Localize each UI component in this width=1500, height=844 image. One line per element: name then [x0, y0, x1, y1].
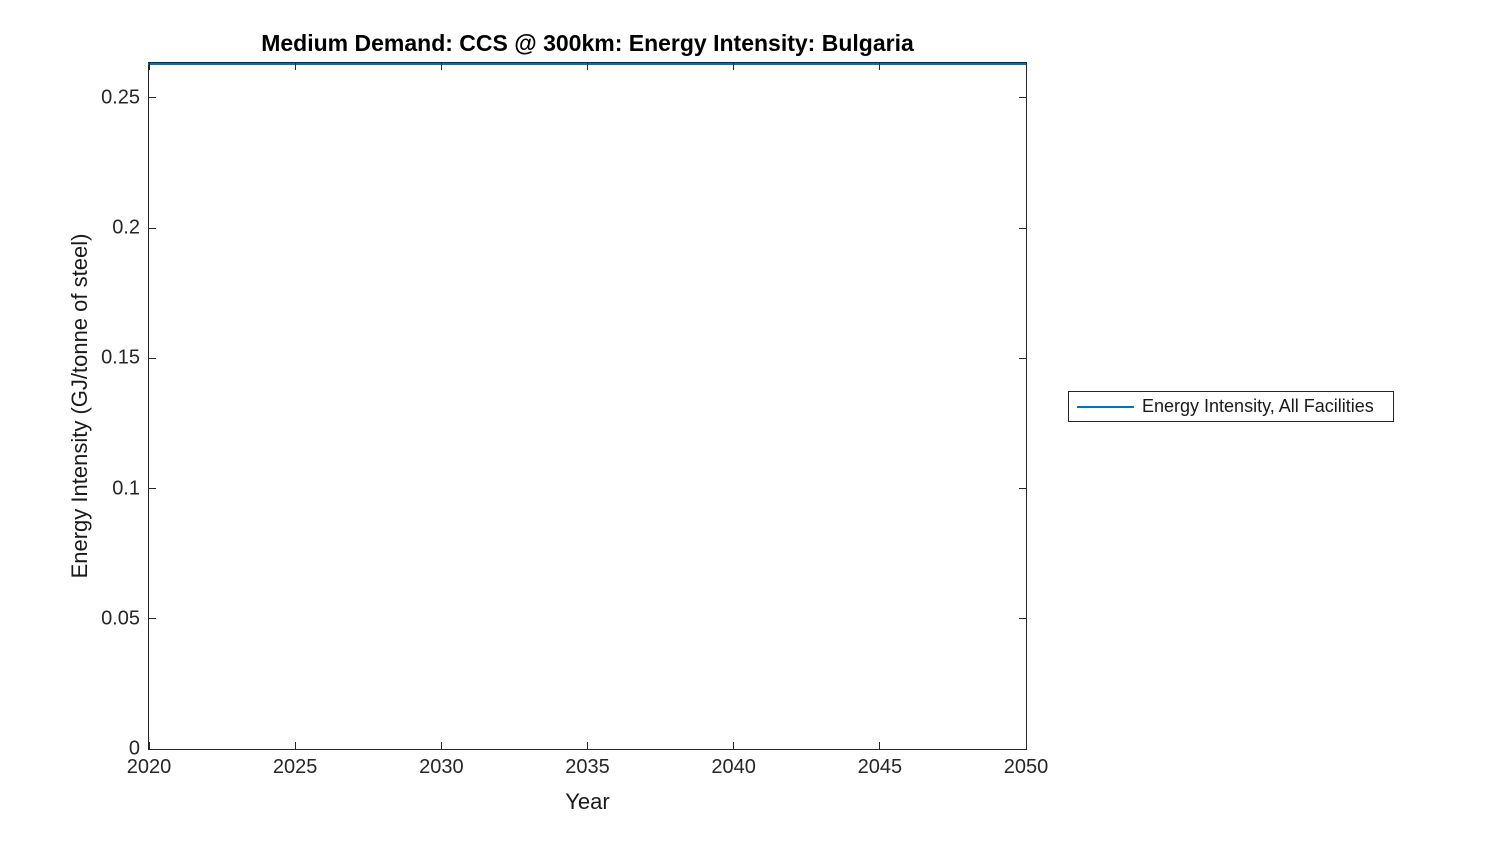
y-tick-label: 0.1 — [112, 477, 140, 500]
x-tick-mark-top — [587, 63, 588, 70]
chart-title: Medium Demand: CCS @ 300km: Energy Inten… — [261, 30, 914, 56]
x-axis-label: Year — [565, 789, 610, 814]
x-tick-mark — [879, 742, 881, 749]
y-axis-label: Energy Intensity (GJ/tonne of steel) — [67, 233, 92, 579]
y-tick-mark — [149, 227, 156, 229]
x-tick-mark-top — [1025, 63, 1027, 70]
y-tick-mark — [149, 618, 156, 620]
x-tick-mark — [440, 742, 442, 749]
x-tick-mark-top — [733, 63, 735, 70]
y-tick-label: 0.2 — [112, 216, 140, 239]
x-tick-mark — [587, 742, 588, 749]
x-tick-mark — [148, 742, 150, 749]
x-tick-mark — [733, 742, 735, 749]
x-tick-mark-top — [440, 63, 442, 70]
y-tick-mark-right — [1019, 227, 1026, 229]
x-tick-label: 2025 — [272, 756, 318, 778]
x-tick-label: 2040 — [711, 756, 756, 778]
x-tick-label: 2050 — [1003, 756, 1049, 778]
y-tick-mark-right — [1019, 618, 1026, 620]
x-tick-mark-top — [148, 63, 150, 70]
y-tick-mark — [149, 97, 156, 99]
y-tick-label: 0.05 — [101, 607, 140, 630]
y-tick-mark — [149, 488, 156, 490]
y-tick-label: 0.15 — [101, 346, 140, 369]
x-tick-label: 2030 — [419, 756, 464, 778]
x-tick-mark-top — [879, 63, 881, 70]
x-tick-mark — [1025, 742, 1027, 749]
y-tick-mark-right — [1019, 748, 1026, 750]
y-tick-mark — [149, 748, 156, 750]
x-tick-label: 2035 — [565, 756, 610, 778]
x-tick-mark-top — [294, 63, 296, 70]
x-tick-label: 2045 — [857, 756, 903, 778]
y-tick-mark-right — [1019, 357, 1026, 359]
legend-entry-label: Energy Intensity, All Facilities — [1142, 396, 1374, 416]
x-tick-mark — [294, 742, 296, 749]
x-tick-label: 2020 — [126, 756, 172, 778]
y-tick-label: 0 — [128, 737, 140, 760]
legend: Energy Intensity, All Facilities — [1068, 391, 1394, 422]
plot-area: 2020 2025 2030 2035 2040 2045 2050 0 0.05 0.1 0.15… — [101, 62, 1048, 778]
y-tick-mark-right — [1019, 488, 1026, 490]
y-tick-label: 0.25 — [101, 86, 140, 109]
legend-line-sample — [1077, 405, 1134, 408]
y-tick-mark-right — [1019, 97, 1026, 99]
y-tick-mark — [149, 357, 156, 359]
